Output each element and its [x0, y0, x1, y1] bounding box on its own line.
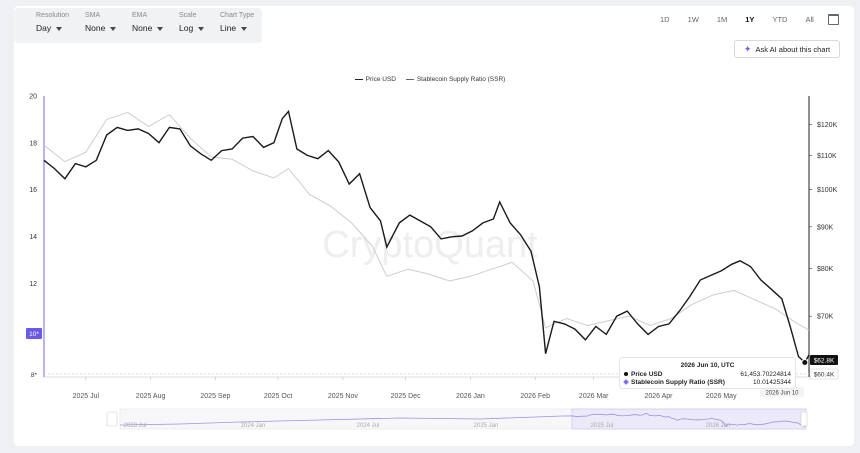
- x-tick-label: 2026 Feb: [520, 393, 550, 400]
- sma-value: None: [85, 23, 106, 33]
- left-min-label: 8*: [31, 372, 38, 379]
- chevron-down-icon: [241, 26, 248, 31]
- series-line-ssr: [43, 111, 810, 331]
- tooltip-ssr-value: 10.01425344: [753, 379, 791, 386]
- y-right-tick-label: $100K: [817, 187, 838, 194]
- scale-value: Log: [179, 23, 194, 33]
- navigator-handle-left[interactable]: [106, 411, 118, 427]
- y-right-tick-label: $80K: [817, 266, 834, 273]
- hover-tooltip: 2026 Jun 10, UTC Price USD 61,453.702248…: [619, 357, 796, 389]
- navigator[interactable]: 2023 Jul 2024 Jan 2024 Jul 2025 Jan 2025 Jul…: [106, 408, 808, 430]
- x-tick-label: 2025 Sep: [200, 393, 230, 400]
- right-min-label: $60.4K: [814, 372, 835, 379]
- legend-label-ssr: Stablecoin Supply Ratio (SSR): [416, 75, 506, 83]
- navigator-tick-label: 2025 Jul: [591, 423, 614, 429]
- resolution-value: Day: [36, 23, 52, 33]
- sma-label: SMA: [85, 12, 101, 19]
- navigator-tick-label: 2025 Jan: [474, 423, 499, 429]
- range-1d[interactable]: 1D: [660, 14, 670, 24]
- tooltip-date: 2026 Jun 10, UTC: [680, 362, 735, 369]
- y-right-tick-label: $110K: [817, 153, 837, 160]
- legend-swatch-price: [354, 78, 363, 80]
- sparkle-icon: ✦: [743, 43, 752, 54]
- x-tick-label: 2025 Nov: [328, 393, 358, 400]
- chart-type-select[interactable]: Chart Type Line: [220, 12, 254, 33]
- scale-label: Scale: [179, 12, 197, 19]
- legend-item-ssr[interactable]: Stablecoin Supply Ratio (SSR): [405, 75, 506, 83]
- legend-label-price: Price USD: [365, 75, 396, 83]
- x-tick-label: 2026 Jan: [456, 393, 485, 400]
- y-left-tick-label: 18: [29, 140, 37, 147]
- x-tick-label: 2025 Aug: [136, 393, 166, 400]
- ask-ai-label: Ask AI about this chart: [755, 44, 831, 54]
- chart-legend: Price USD Stablecoin Supply Ratio (SSR): [0, 75, 860, 83]
- x-tick-label: 2026 May: [706, 393, 737, 400]
- y-left-tick-label: 14: [29, 234, 37, 241]
- navigator-handle-right[interactable]: [800, 411, 808, 427]
- cursor-point-price: [801, 359, 809, 367]
- y-left-tick-label: 12: [29, 281, 37, 288]
- series-line-price: [43, 109, 810, 364]
- y-left-tick-label: 20: [29, 94, 37, 101]
- range-1m[interactable]: 1M: [716, 14, 728, 24]
- resolution-label: Resolution: [36, 12, 70, 19]
- ssr-diamond-icon: [623, 379, 629, 386]
- y-right-tick-label: $120K: [817, 122, 838, 129]
- chevron-down-icon: [198, 26, 205, 31]
- time-range-selector: 1D 1W 1M 1Y YTD All: [648, 9, 839, 29]
- legend-item-price[interactable]: Price USD: [354, 75, 396, 83]
- navigator-tick-label: 2024 Jul: [357, 423, 380, 429]
- x-tick-label: 2026 Mar: [579, 393, 609, 400]
- price-dot-icon: [624, 372, 628, 377]
- range-1y[interactable]: 1Y: [745, 14, 755, 24]
- navigator-tick-label: 2024 Jan: [241, 423, 266, 429]
- left-current-label: 10*: [29, 331, 39, 338]
- ema-value: None: [132, 23, 153, 33]
- range-1w[interactable]: 1W: [687, 14, 699, 24]
- chevron-down-icon: [157, 26, 164, 31]
- right-min-badge: [809, 368, 839, 380]
- calendar-icon[interactable]: [827, 13, 839, 25]
- chevron-down-icon: [56, 26, 63, 31]
- chevron-down-icon: [110, 26, 117, 31]
- chart-type-value: Line: [220, 23, 237, 33]
- ema-label: EMA: [132, 12, 148, 19]
- ema-select[interactable]: EMA None: [132, 12, 164, 33]
- navigator-tick-label: 2026 Jan: [706, 423, 731, 429]
- resolution-select[interactable]: Resolution Day: [36, 12, 69, 33]
- y-left-tick-label: 16: [29, 187, 37, 194]
- y-right-tick-label: $90K: [817, 224, 834, 231]
- tooltip-price-label: Price USD: [631, 371, 663, 378]
- tooltip-row-ssr: Stablecoin Supply Ratio (SSR) 10.0142534…: [623, 379, 791, 386]
- sma-select[interactable]: SMA None: [85, 12, 117, 33]
- y-right-tick-label: $70K: [817, 314, 834, 321]
- right-current-badge: [810, 355, 838, 365]
- legend-swatch-ssr: [405, 78, 414, 80]
- tooltip-ssr-label: Stablecoin Supply Ratio (SSR): [631, 379, 725, 386]
- navigator-line: [119, 412, 807, 427]
- x-tick-label: 2026 Apr: [644, 393, 673, 400]
- ask-ai-button[interactable]: ✦ Ask AI about this chart: [734, 40, 840, 58]
- left-current-badge: [26, 328, 42, 339]
- x-cursor-label: 2026 Jun 10: [765, 391, 799, 397]
- navigator-tick-label: 2023 Jul: [124, 423, 147, 429]
- x-cursor-badge: [760, 387, 804, 397]
- x-tick-label: 2025 Oct: [264, 393, 292, 400]
- tooltip-row-price: Price USD 61,453.70224814: [624, 371, 791, 378]
- scale-select[interactable]: Scale Log: [179, 12, 205, 33]
- chart-controls: Resolution Day SMA None EMA None Scale L…: [14, 8, 262, 43]
- x-tick-label: 2025 Dec: [391, 393, 421, 400]
- right-current-label: $62.8K: [814, 358, 835, 365]
- x-tick-label: 2025 Jul: [73, 393, 100, 400]
- range-all[interactable]: All: [805, 14, 814, 24]
- range-ytd[interactable]: YTD: [772, 14, 788, 24]
- tooltip-price-value: 61,453.70224814: [740, 371, 791, 378]
- watermark: CryptoQuant: [322, 224, 538, 266]
- chart-type-label: Chart Type: [220, 12, 255, 19]
